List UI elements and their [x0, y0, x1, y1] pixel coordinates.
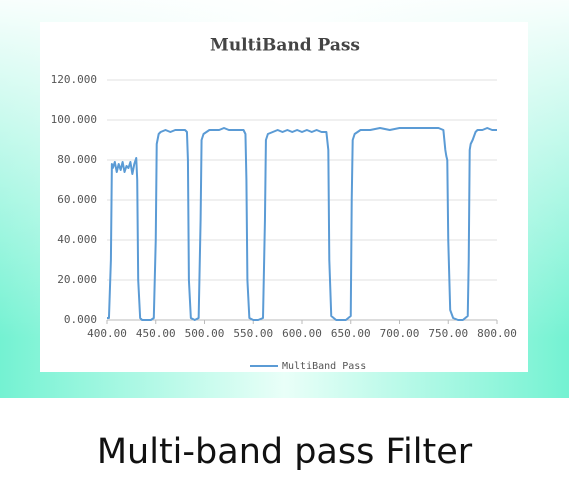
y-tick-label: 60.000 [57, 193, 97, 206]
x-tick-label: 700.00 [380, 327, 420, 340]
legend-label: MultiBand Pass [282, 361, 366, 372]
series-line [107, 127, 497, 321]
y-tick-label: 100.000 [51, 113, 97, 126]
x-tick-label: 400.00 [87, 327, 127, 340]
caption: Multi-band pass Filter [96, 432, 473, 472]
x-tick-label: 750.00 [428, 327, 468, 340]
x-tick-label: 800.00 [477, 327, 517, 340]
x-tick-label: 450.00 [136, 327, 176, 340]
x-tick-label: 550.00 [233, 327, 273, 340]
x-tick-label: 600.00 [282, 327, 322, 340]
chart: MultiBand Pass 0.000 20.000 40.000 60.000 80… [50, 35, 517, 372]
y-tick-label: 40.000 [57, 233, 97, 246]
y-tick-label: 20.000 [57, 273, 97, 286]
y-tick-label: 0.000 [64, 313, 97, 326]
chart-title: MultiBand Pass [210, 36, 360, 56]
y-tick-label: 80.000 [57, 153, 97, 166]
y-tick-label: 120.000 [51, 73, 97, 86]
x-tick-label: 650.00 [331, 327, 371, 340]
x-tick-label: 500.00 [185, 327, 225, 340]
